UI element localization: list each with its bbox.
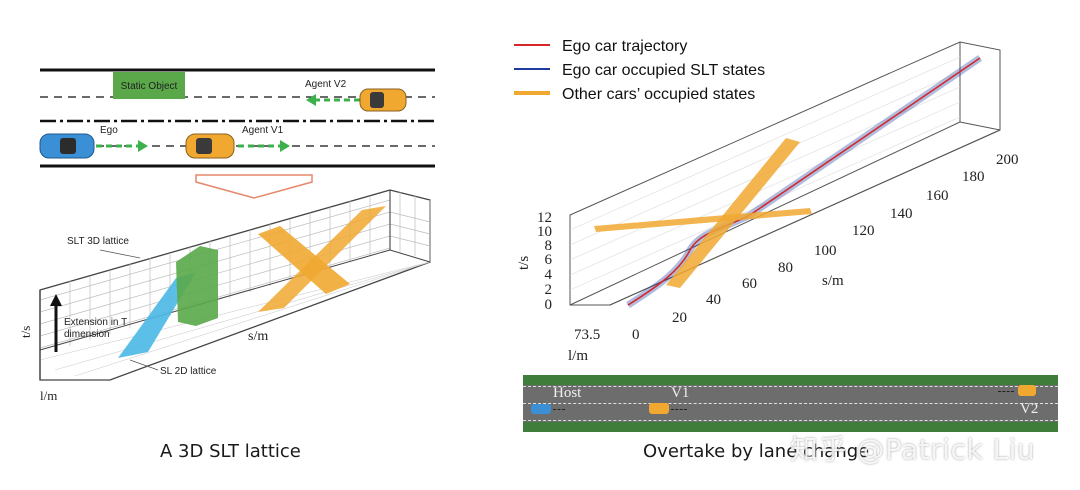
l-tick-73-5: 73.5 bbox=[574, 327, 600, 343]
svg-text:140: 140 bbox=[890, 206, 913, 222]
legend-label-other-cars: Other cars’ occupied states bbox=[562, 86, 755, 103]
right-3d-plot: Ego car trajectory Ego car occupied SLT … bbox=[514, 38, 1019, 364]
svg-text:40: 40 bbox=[706, 292, 721, 308]
svg-text:6: 6 bbox=[545, 252, 553, 268]
svg-text:80: 80 bbox=[778, 260, 793, 276]
agent-v2-label: Agent V2 bbox=[305, 79, 347, 90]
svg-text:12: 12 bbox=[537, 210, 552, 226]
sl-2d-label: SL 2D lattice bbox=[160, 366, 217, 377]
svg-text:10: 10 bbox=[537, 224, 552, 240]
v2-occupied-band bbox=[594, 208, 812, 232]
v2-label: V2 bbox=[1020, 401, 1039, 417]
agent-v1-window bbox=[196, 138, 212, 154]
down-arrow bbox=[195, 174, 313, 199]
svg-text:60: 60 bbox=[742, 276, 757, 292]
t-axis-label: t/s bbox=[18, 326, 33, 338]
svg-text:4: 4 bbox=[545, 267, 553, 283]
svg-text:160: 160 bbox=[926, 188, 949, 204]
legend: Ego car trajectory Ego car occupied SLT … bbox=[514, 38, 765, 103]
agent-v1-arrowhead bbox=[280, 140, 290, 152]
t-axis-title: t/s bbox=[516, 256, 532, 270]
host-label: Host bbox=[553, 385, 582, 401]
svg-text:0: 0 bbox=[545, 297, 553, 313]
agent-v1-occupied-block bbox=[258, 226, 350, 294]
v1-occupied-band bbox=[666, 138, 800, 288]
ego-window bbox=[60, 138, 76, 154]
l-axis-label: l/m bbox=[40, 388, 57, 403]
s-axis-ticks: 20 40 60 80 100 120 140 160 180 200 bbox=[672, 152, 1019, 326]
left-diagram: Static Object Agent V2 Ego Agent V1 bbox=[18, 68, 435, 403]
t-axis-ticks: 0 2 4 6 8 10 12 bbox=[537, 210, 553, 313]
legend-label-trajectory: Ego car trajectory bbox=[562, 38, 687, 55]
right-caption: Overtake by lane change bbox=[643, 441, 870, 462]
svg-text:180: 180 bbox=[962, 169, 985, 185]
watermark: 知乎 @Patrick Liu bbox=[790, 433, 1036, 466]
svg-text:200: 200 bbox=[996, 152, 1019, 168]
extension-arrowhead bbox=[50, 294, 62, 306]
svg-text:2: 2 bbox=[545, 282, 553, 298]
agent-v2-arrowhead bbox=[306, 94, 316, 106]
v1-label: V1 bbox=[671, 385, 690, 401]
extension-label-1: Extension in T bbox=[64, 317, 127, 328]
left-caption: A 3D SLT lattice bbox=[160, 441, 301, 462]
l-axis-title: l/m bbox=[568, 348, 588, 364]
s-axis-label: s/m bbox=[248, 329, 268, 344]
svg-text:100: 100 bbox=[814, 243, 837, 259]
agent-v2-occupied-block bbox=[258, 206, 386, 312]
sl-2d-leader bbox=[129, 359, 159, 371]
static-object-label: Static Object bbox=[121, 81, 178, 92]
legend-label-ego-states: Ego car occupied SLT states bbox=[562, 62, 765, 79]
l-tick-0: 0 bbox=[632, 327, 640, 343]
ego-occupied-block bbox=[118, 272, 196, 358]
slt-3d-leader bbox=[99, 249, 141, 259]
v1-car bbox=[649, 403, 669, 414]
road-strip: Host V1 V2 bbox=[523, 375, 1058, 432]
ego-arrowhead bbox=[138, 140, 148, 152]
extension-label-2: dimension bbox=[64, 329, 110, 340]
slt-3d-label: SLT 3D lattice bbox=[67, 236, 129, 247]
static-object-block bbox=[113, 72, 185, 99]
v2-dash bbox=[998, 391, 1014, 392]
static-object-occupied-block bbox=[176, 246, 218, 326]
svg-text:20: 20 bbox=[672, 310, 687, 326]
host-car bbox=[531, 404, 551, 414]
svg-text:120: 120 bbox=[852, 223, 875, 239]
host-dash bbox=[553, 409, 565, 410]
s-axis-title: s/m bbox=[822, 273, 844, 289]
road-strip-asphalt bbox=[523, 385, 1058, 422]
v1-dash bbox=[671, 409, 687, 410]
agent-v2-window bbox=[370, 92, 384, 108]
v2-car bbox=[1018, 385, 1036, 396]
ego-label: Ego bbox=[100, 125, 118, 136]
svg-text:8: 8 bbox=[545, 238, 553, 254]
agent-v1-label: Agent V1 bbox=[242, 125, 284, 136]
